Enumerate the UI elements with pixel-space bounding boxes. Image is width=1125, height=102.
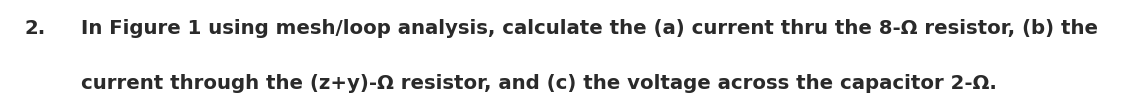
Text: 2.: 2. [25,19,46,38]
Text: In Figure 1 using mesh/loop analysis, calculate the (a) current thru the 8-Ω res: In Figure 1 using mesh/loop analysis, ca… [81,19,1098,38]
Text: current through the (z+y)-Ω resistor, and (c) the voltage across the capacitor 2: current through the (z+y)-Ω resistor, an… [81,74,997,93]
